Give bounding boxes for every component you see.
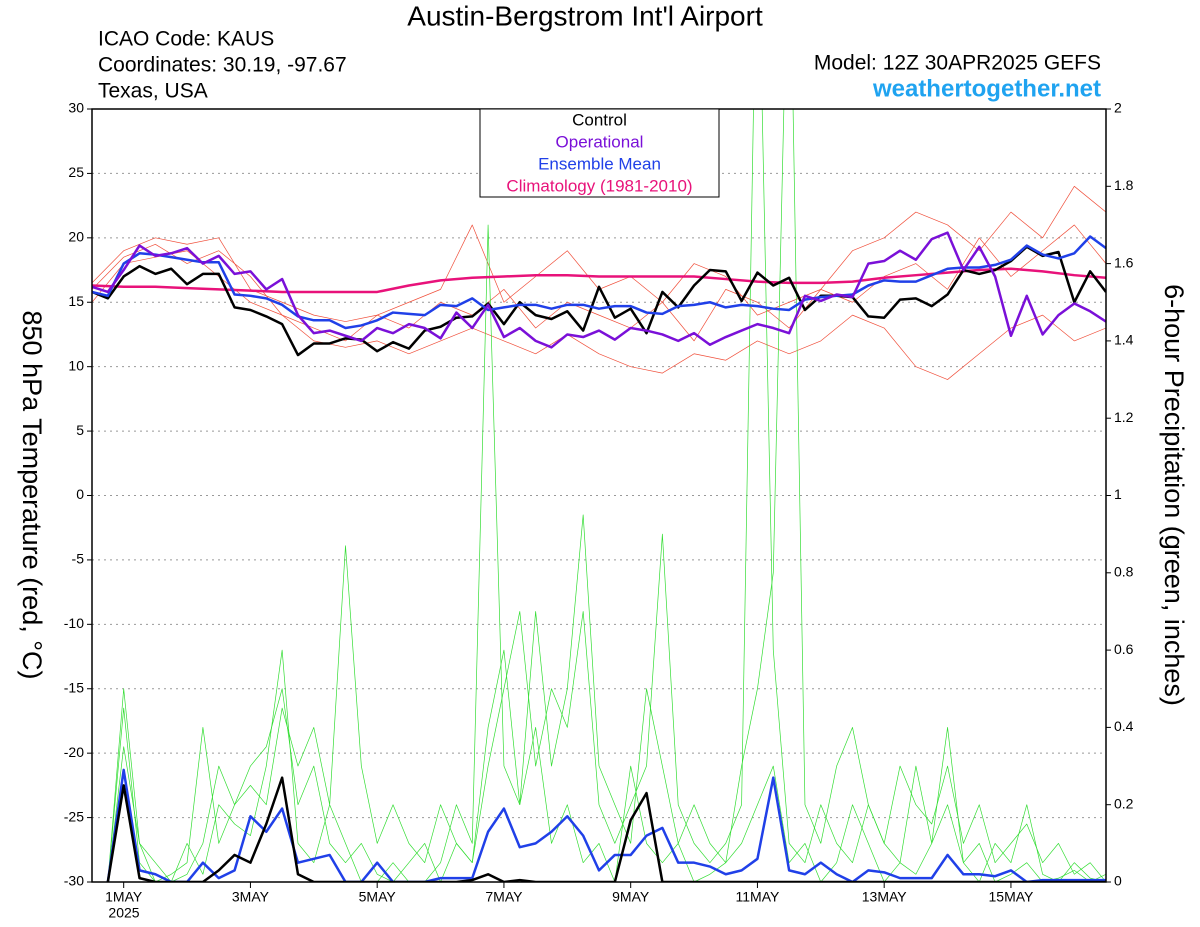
legend-entry: Climatology (1981-2010) xyxy=(506,176,692,195)
y-tick-label: 25 xyxy=(68,164,84,180)
plot-lines xyxy=(92,109,1106,882)
temperature-line xyxy=(92,250,1106,380)
y2-tick-label: 1.8 xyxy=(1114,177,1134,193)
legend: Control Operational Ensemble Mean Climatolo… xyxy=(479,108,720,198)
y-tick-label: 20 xyxy=(68,229,84,245)
info-text: ICAO Code: KAUS xyxy=(98,28,274,51)
y2-tick-label: 0.8 xyxy=(1114,564,1134,580)
y-axis-label: 850 hPa Temperature (red, °C) xyxy=(17,311,47,680)
model-text: Model: 12Z 30APR2025 GEFS xyxy=(814,52,1101,75)
temperature-line xyxy=(92,231,1106,349)
y-tick-label: 0 xyxy=(76,486,84,502)
precip-line xyxy=(107,109,1106,882)
legend-box xyxy=(479,108,720,198)
precip-line xyxy=(106,768,1106,882)
temperature-line xyxy=(92,245,1106,357)
x-tick-label: 1MAY xyxy=(105,889,143,905)
y-tick-label: -15 xyxy=(64,679,84,695)
year-label: 2025 xyxy=(108,905,139,921)
x-tick-label: 5MAY xyxy=(359,889,397,905)
legend-entry: Ensemble Mean xyxy=(538,154,661,173)
x-tick-label: 3MAY xyxy=(232,889,270,905)
precip-line xyxy=(106,776,1106,882)
y-tick-label: 10 xyxy=(68,357,84,373)
y2-tick-label: 1.6 xyxy=(1114,254,1134,270)
temperature-line xyxy=(92,235,1106,330)
y2-tick-label: 1.2 xyxy=(1114,409,1134,425)
info-text: Texas, USA xyxy=(98,80,208,103)
x-tick-label: 15MAY xyxy=(989,889,1035,905)
info-text: Coordinates: 30.19, -97.67 xyxy=(98,54,347,77)
y-tick-label: 15 xyxy=(68,293,84,309)
source-text: weathertogether.net xyxy=(872,75,1101,102)
y2-tick-label: 2 xyxy=(1114,100,1122,116)
legend-entry: Operational xyxy=(556,132,644,151)
y-tick-label: -25 xyxy=(64,808,84,824)
y2-tick-label: 0.4 xyxy=(1114,718,1134,734)
x-tick-label: 13MAY xyxy=(862,889,908,905)
y2-axis-label: 6-hour Precipitation (green, inches) xyxy=(1159,284,1189,706)
y2-tick-label: 0.6 xyxy=(1114,641,1134,657)
y-tick-label: 5 xyxy=(76,422,84,438)
chart-title: Austin-Bergstrom Int'l Airport xyxy=(407,0,763,31)
x-tick-label: 11MAY xyxy=(736,889,780,905)
y-tick-label: 30 xyxy=(68,100,84,116)
y-tick-label: -10 xyxy=(64,615,84,631)
y2-tick-label: 0 xyxy=(1114,873,1122,889)
y-tick-label: -30 xyxy=(64,873,84,889)
legend-entry: Control xyxy=(572,110,627,129)
y2-tick-label: 1 xyxy=(1114,486,1122,502)
x-tick-label: 7MAY xyxy=(485,889,523,905)
x-tick-label: 9MAY xyxy=(612,889,650,905)
temperature-line xyxy=(92,224,1106,342)
y-tick-label: -5 xyxy=(72,551,85,567)
y-tick-label: -20 xyxy=(64,744,84,760)
y2-tick-label: 0.2 xyxy=(1114,795,1134,811)
y2-tick-label: 1.4 xyxy=(1114,332,1134,348)
precip-line xyxy=(107,109,1106,882)
